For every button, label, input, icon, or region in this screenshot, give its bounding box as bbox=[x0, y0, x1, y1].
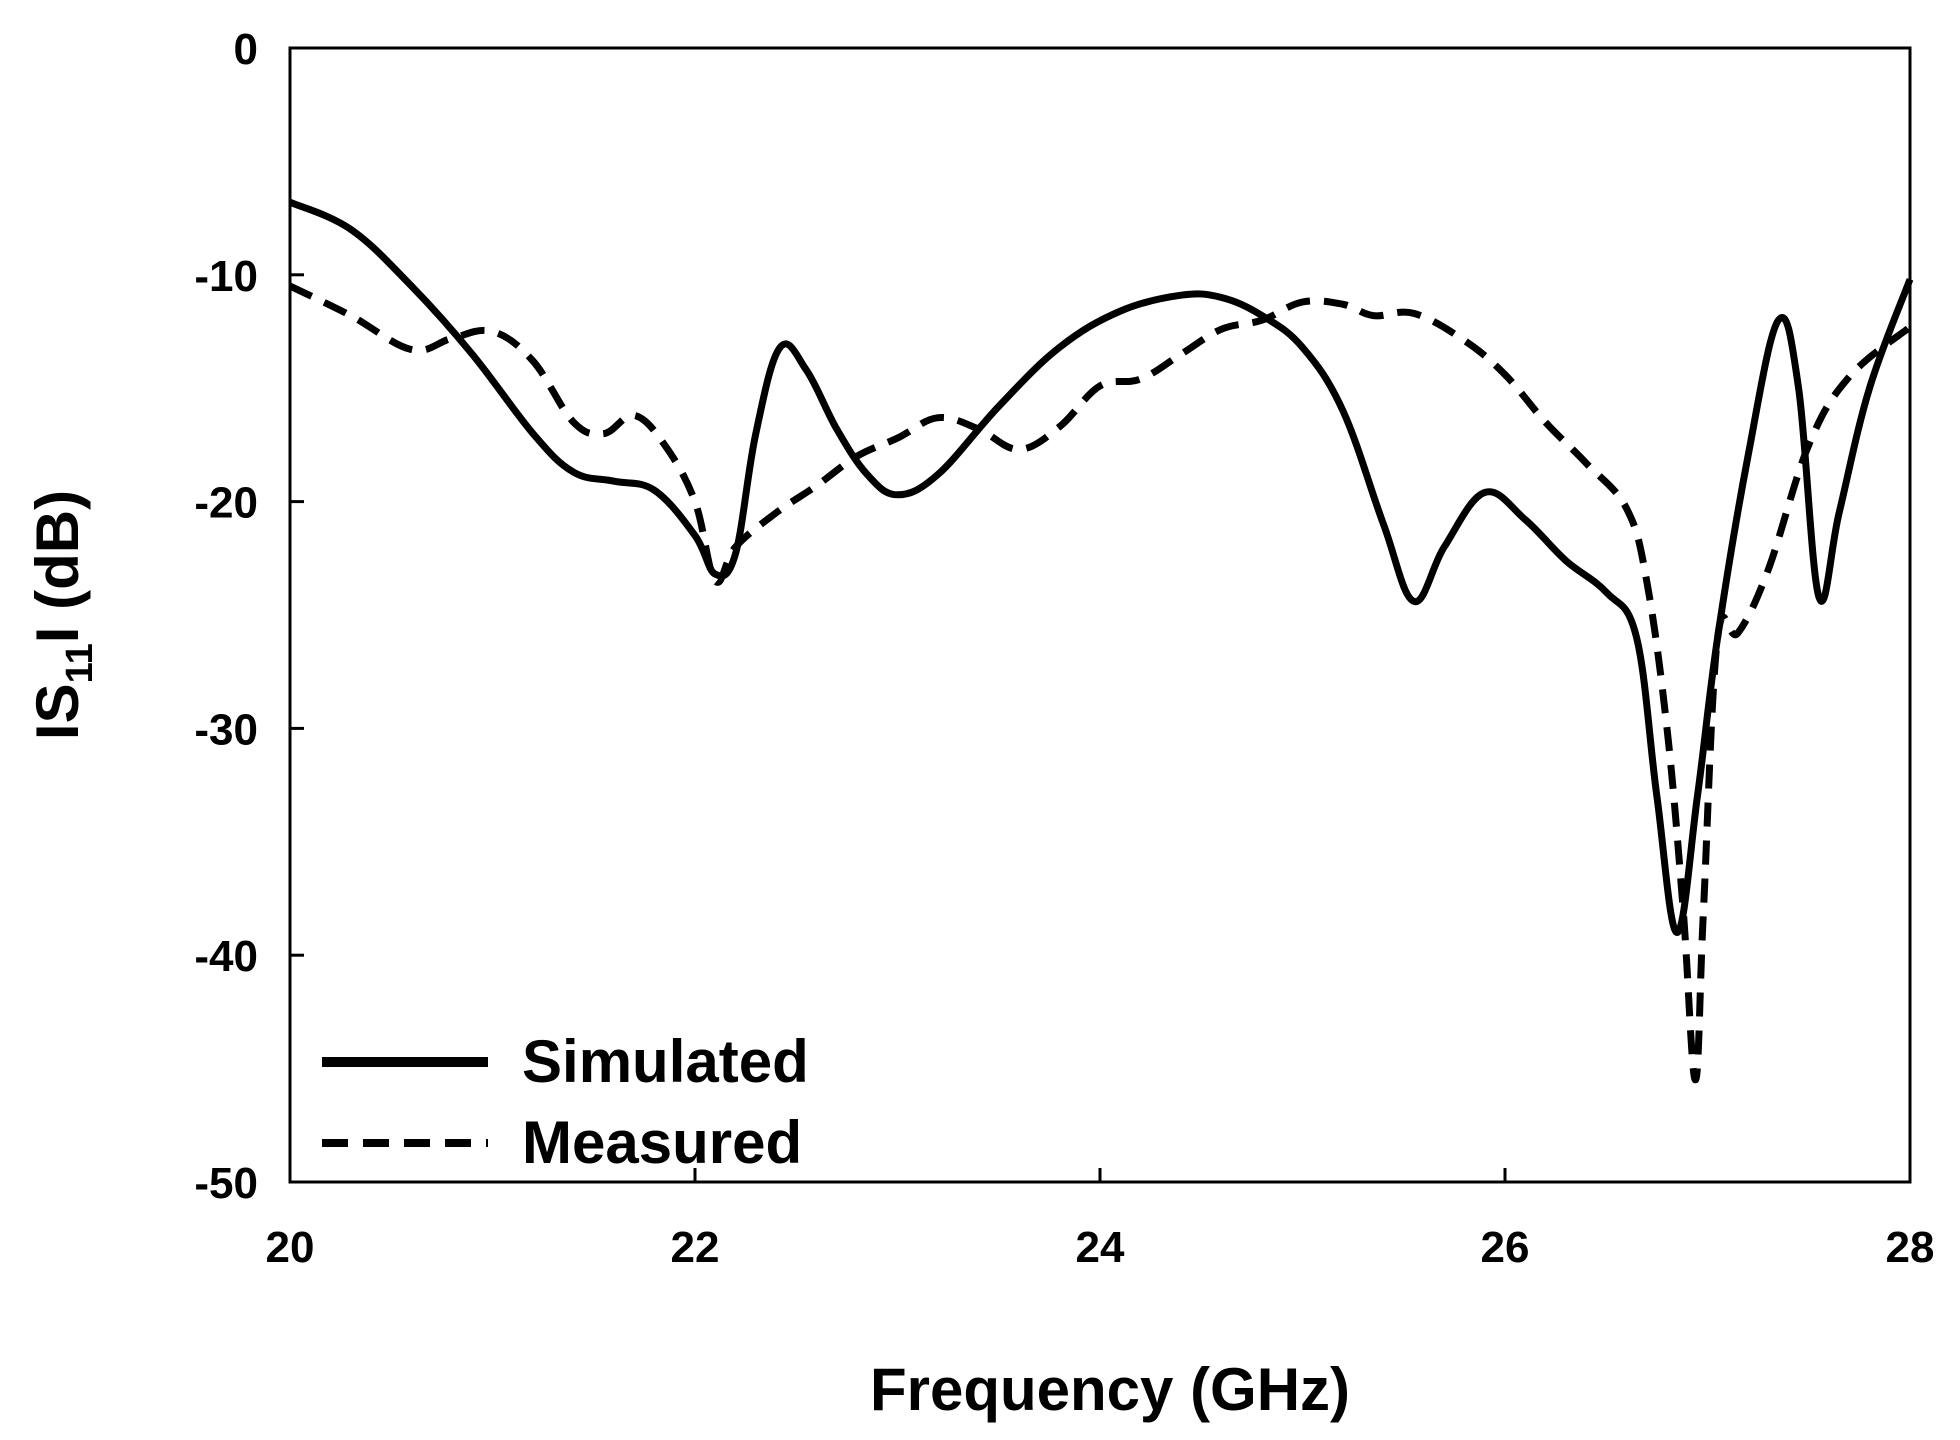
y-tick-label: 0 bbox=[234, 25, 258, 74]
y-tick-label: -10 bbox=[194, 252, 258, 301]
x-tick-label: 22 bbox=[671, 1223, 720, 1272]
y-tick-label: -30 bbox=[194, 705, 258, 754]
x-tick-label: 20 bbox=[266, 1223, 315, 1272]
series-line-measured bbox=[288, 282, 1913, 1084]
x-axis-title: Frequency (GHz) bbox=[870, 1356, 1350, 1423]
series-layer bbox=[288, 198, 1914, 1084]
y-tick-label: -50 bbox=[194, 1159, 258, 1208]
x-tick-label: 28 bbox=[1886, 1223, 1935, 1272]
y-tick-label: -40 bbox=[194, 932, 258, 981]
y-tick-label: -20 bbox=[194, 479, 258, 528]
series-line-simulated bbox=[288, 198, 1914, 936]
y-axis-title: IS11I (dB) bbox=[24, 490, 101, 740]
y-axis-title-prefix: IS bbox=[24, 683, 91, 740]
y-axis-title-subscript: 11 bbox=[59, 643, 101, 683]
ticks-layer: 20 22 24 26 28 0 -10 -20 -30 -40 -50 bbox=[194, 25, 1934, 1272]
legend-simulated-label: Simulated bbox=[522, 1028, 809, 1095]
legend-measured-label: Measured bbox=[522, 1109, 802, 1176]
y-axis-title-suffix: I (dB) bbox=[24, 490, 91, 643]
legend: Simulated Measured bbox=[322, 1028, 809, 1176]
x-tick-label: 26 bbox=[1481, 1223, 1530, 1272]
x-tick-label: 24 bbox=[1076, 1223, 1125, 1272]
